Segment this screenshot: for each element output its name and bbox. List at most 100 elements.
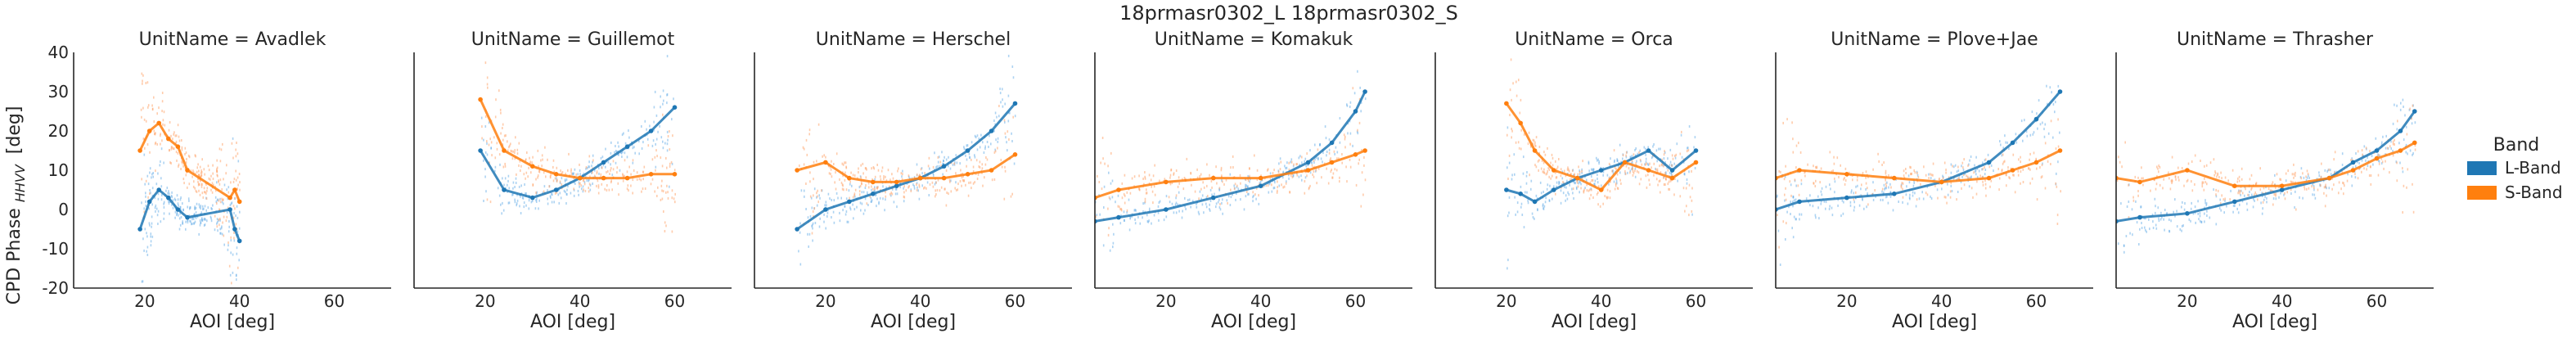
point-halo [1790,183,1792,187]
point-halo [1788,205,1790,209]
point-halo [1291,175,1294,178]
point-halo [151,176,152,179]
point-halo [865,184,867,187]
point-halo [2414,121,2416,124]
point-halo [2006,141,2008,144]
point-halo [828,172,831,175]
point-halo [153,120,155,123]
point-halo [156,142,158,146]
point-halo [2050,163,2051,165]
point-halo [2190,219,2191,223]
point-halo [2039,166,2041,169]
point-halo [1567,166,1569,169]
point-halo [1232,193,1233,196]
point-halo [211,207,213,210]
point-halo [2271,183,2273,186]
point-halo [494,165,497,169]
point-halo [1928,177,1930,180]
point-halo [504,162,506,165]
point-halo [1907,202,1909,205]
point-halo [185,220,187,223]
point-halo [1215,202,1218,205]
point-halo [1292,164,1295,168]
point-halo [501,212,502,215]
point-halo [844,205,846,208]
point-halo [2264,195,2266,198]
point-halo [1232,166,1234,169]
point-halo [1612,172,1615,175]
point-halo [910,188,912,192]
point-halo [974,154,975,157]
point-halo [608,188,610,192]
point-halo [1591,168,1592,171]
point-halo [981,167,984,170]
point-halo [218,208,220,211]
point-halo [210,217,212,220]
point-halo [1191,183,1192,187]
point-halo [223,243,225,246]
point-halo [528,166,529,169]
point-halo [187,205,188,209]
point-halo [656,155,658,158]
point-halo [669,162,671,165]
point-halo [942,173,943,176]
point-halo [204,191,206,194]
s-band-trend [1505,102,1697,192]
point-halo [577,189,579,192]
point-halo [565,173,566,175]
point-halo [1579,181,1581,184]
point-halo [2302,196,2304,200]
point-halo [560,169,561,173]
point-halo [488,121,490,124]
point-halo [160,220,162,223]
point-halo [812,210,814,213]
point-halo [1279,168,1281,171]
point-halo [2141,222,2142,224]
point-halo [2412,104,2414,107]
point-halo [1267,168,1269,171]
point-halo [206,187,209,190]
point-halo [1124,201,1126,205]
point-halo [161,100,164,103]
point-halo [1597,191,1599,194]
point-halo [155,183,158,186]
point-halo [986,158,989,161]
point-halo [1620,182,1622,185]
point-halo [963,147,966,151]
point-halo [2191,180,2192,183]
point-halo [2377,155,2379,158]
point-halo [2008,176,2010,179]
point-halo [1209,174,1210,177]
point-halo [486,76,489,79]
point-halo [1506,133,1508,137]
point-halo [547,202,549,205]
point-halo [864,209,866,212]
point-halo [187,186,188,189]
point-halo [1352,144,1353,147]
point-halo [520,184,522,187]
point-halo [1928,173,1930,176]
point-halo [167,192,169,195]
point-halo [1290,174,1292,177]
point-halo [226,215,228,219]
point-halo [1886,181,1888,184]
point-halo [1004,102,1006,106]
point-halo [1277,186,1278,189]
point-halo [1271,183,1272,187]
point-halo [2402,167,2403,170]
point-halo [2142,183,2144,187]
point-halo [2050,119,2052,123]
point-halo [161,193,163,196]
point-halo [610,179,612,183]
point-halo [2403,184,2405,187]
point-halo [1680,133,1682,137]
point-halo [1609,176,1610,179]
point-halo [1842,212,1844,215]
point-halo [1101,137,1104,139]
point-halo [2227,179,2229,183]
point-halo [945,204,948,207]
point-halo [153,129,155,133]
point-halo [2340,187,2342,191]
point-halo [1543,171,1546,174]
point-halo [2283,193,2285,196]
